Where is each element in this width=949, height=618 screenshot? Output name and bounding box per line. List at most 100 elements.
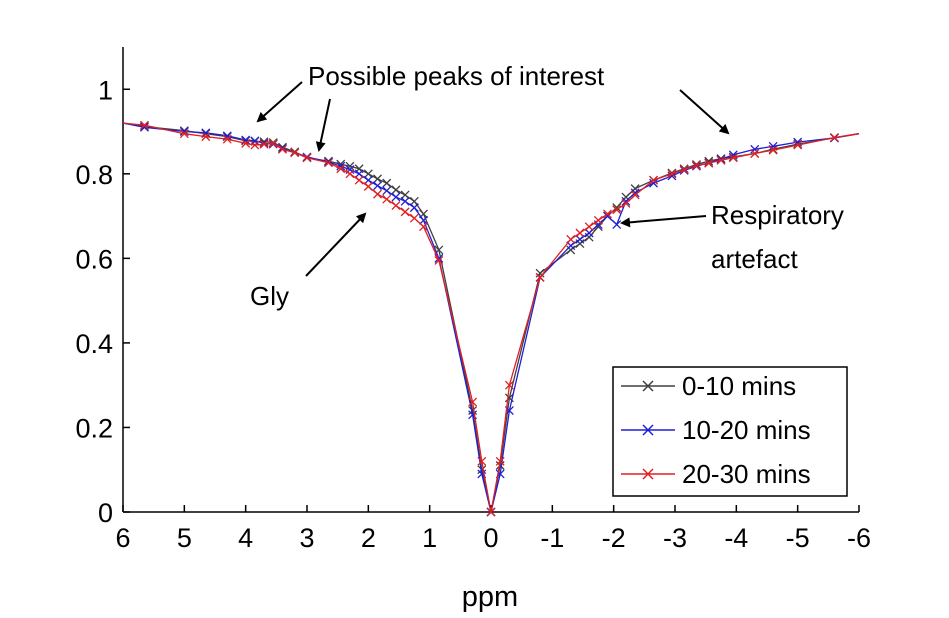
data-point	[593, 215, 603, 225]
data-point	[354, 169, 364, 179]
data-point	[409, 203, 419, 213]
data-point	[716, 155, 726, 165]
legend-marker-0	[642, 380, 654, 392]
y-tick-label: 0.4	[75, 329, 113, 359]
data-point	[179, 129, 189, 139]
annotation-gly-arrow	[305, 212, 367, 277]
data-point	[486, 507, 496, 517]
data-point	[363, 182, 373, 191]
x-tick-label: -6	[847, 523, 871, 553]
x-axis-ticks: 6 5 4 3 2 1 0 -1 -2 -3 -4 -5 -6	[115, 505, 871, 553]
data-point	[324, 158, 333, 168]
data-point	[382, 186, 392, 196]
data-point	[363, 175, 373, 185]
data-point	[373, 189, 382, 199]
annotation-gly: Gly	[250, 212, 367, 311]
data-point	[477, 456, 487, 466]
data-point	[409, 196, 419, 206]
data-point	[409, 213, 419, 223]
data-point	[728, 153, 738, 163]
annotation-respiratory: Respiratory artefact	[620, 200, 844, 274]
data-point	[400, 190, 410, 200]
x-tick-label: -2	[602, 523, 626, 553]
data-point	[400, 196, 410, 206]
data-point	[621, 196, 631, 206]
series-2	[122, 120, 860, 517]
data-point	[336, 161, 346, 171]
data-point	[259, 139, 269, 149]
x-axis-label: ppm	[462, 581, 518, 613]
data-point	[768, 145, 778, 155]
y-tick-label: 0.8	[75, 160, 113, 190]
data-point	[391, 192, 401, 202]
annotation-gly-text: Gly	[250, 281, 289, 311]
data-point	[363, 169, 373, 179]
y-axis-ticks: 0 0.2 0.4 0.6 0.8 1	[75, 75, 130, 528]
x-tick-label: 4	[238, 523, 253, 553]
annotation-peaks-arrow-left	[256, 81, 303, 123]
x-tick-label: 1	[422, 523, 437, 553]
data-point	[278, 144, 287, 154]
data-point	[621, 192, 631, 202]
data-point	[649, 175, 658, 185]
legend-marker-1	[642, 424, 654, 436]
data-point	[692, 160, 701, 170]
data-point	[535, 272, 545, 282]
data-point	[419, 222, 428, 232]
x-tick-label: 0	[483, 523, 498, 553]
data-point	[679, 165, 689, 175]
legend-item-2: 20-30 mins	[621, 459, 811, 489]
data-point	[250, 136, 260, 146]
x-tick-label: 2	[361, 523, 376, 553]
legend-item-1: 10-20 mins	[621, 415, 811, 445]
data-point	[630, 190, 640, 200]
data-point	[468, 397, 478, 407]
x-tick-label: 6	[115, 523, 130, 553]
annotation-respiratory-line1: Respiratory	[711, 200, 844, 230]
data-point	[268, 138, 278, 148]
data-point	[391, 185, 401, 195]
annotation-peaks: Possible peaks of interest	[256, 61, 730, 152]
y-tick-label: 1	[98, 75, 113, 105]
data-point	[750, 149, 760, 158]
data-point	[495, 461, 505, 470]
y-tick-label: 0.2	[75, 413, 113, 443]
data-point	[612, 220, 622, 230]
data-point	[382, 178, 392, 188]
data-point	[391, 201, 401, 210]
data-point	[649, 178, 658, 188]
data-point	[575, 228, 585, 238]
annotation-peaks-text: Possible peaks of interest	[308, 61, 605, 91]
legend-label-2: 20-30 mins	[682, 459, 811, 489]
legend-label-0: 0-10 mins	[682, 371, 796, 401]
data-point	[290, 148, 300, 158]
data-point	[621, 198, 631, 208]
data-point	[400, 207, 410, 217]
annotation-respiratory-line2: artefact	[711, 244, 798, 274]
data-point	[830, 133, 839, 142]
legend-label-1: 10-20 mins	[682, 415, 811, 445]
x-tick-label: -4	[724, 523, 748, 553]
data-point	[345, 169, 355, 179]
legend-marker-2	[642, 468, 654, 480]
x-tick-label: 3	[299, 523, 314, 553]
annotation-peaks-arrow-mid	[315, 98, 331, 152]
data-point	[750, 144, 760, 154]
data-point	[434, 256, 444, 265]
data-point	[575, 234, 585, 244]
x-tick-label: -5	[786, 523, 810, 553]
x-tick-label: -1	[540, 523, 564, 553]
data-point	[793, 140, 803, 150]
y-tick-label: 0.6	[75, 244, 113, 274]
data-point	[201, 132, 211, 142]
annotation-respiratory-arrow	[620, 215, 707, 228]
data-point	[593, 222, 603, 232]
data-point	[612, 205, 622, 215]
data-point	[630, 188, 640, 198]
data-point	[201, 128, 211, 138]
data-point	[584, 228, 594, 238]
data-point	[373, 181, 382, 191]
data-point	[419, 215, 428, 225]
data-point	[603, 209, 612, 219]
data-point	[250, 140, 260, 150]
